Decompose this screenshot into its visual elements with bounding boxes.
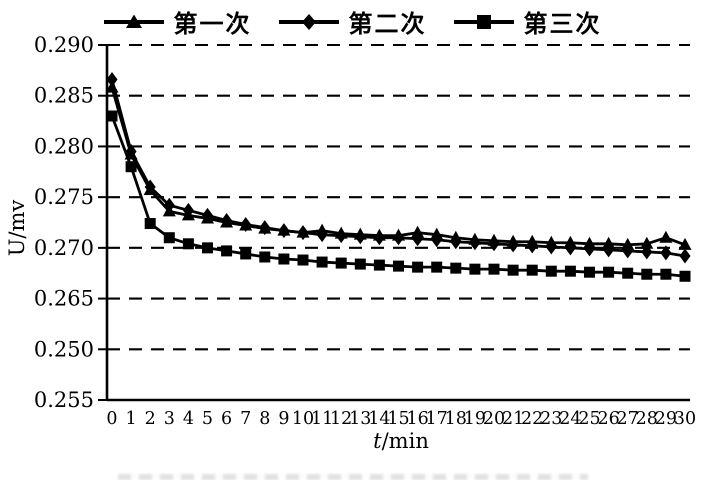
axis-lines	[98, 44, 109, 401]
svg-text:0.280: 0.280	[34, 134, 94, 158]
svg-text:6: 6	[221, 409, 232, 429]
triangle-marker-icon	[103, 14, 164, 28]
svg-text:2: 2	[145, 409, 156, 429]
svg-text:5: 5	[202, 409, 213, 429]
series-3	[106, 110, 691, 282]
legend-label-series-3: 第三次	[523, 9, 602, 38]
svg-text:0.265: 0.265	[34, 287, 94, 311]
x-axis-label-variable: t	[373, 429, 382, 453]
svg-text:9: 9	[278, 409, 289, 429]
svg-text:0.250: 0.250	[34, 337, 94, 361]
svg-text:24: 24	[559, 409, 581, 429]
series-2	[106, 71, 691, 264]
x-axis-label: t/min	[373, 429, 429, 453]
svg-text:28: 28	[636, 409, 658, 429]
x-tick-labels: 0 1 2 3 4 5 6 7 8 9 101112131415161718192021222324…	[106, 409, 696, 429]
legend-item-series-1[interactable]: 第一次	[103, 4, 252, 39]
svg-text:30: 30	[674, 409, 696, 429]
square-marker-icon	[453, 15, 514, 29]
svg-text:3: 3	[164, 409, 175, 429]
series-1	[105, 80, 692, 250]
cropped-caption-remnant	[118, 474, 588, 480]
svg-text:25: 25	[578, 409, 600, 429]
chart-legend: 第一次 第二次 第三次	[0, 4, 704, 39]
svg-text:0.285: 0.285	[34, 84, 94, 108]
svg-text:23: 23	[540, 409, 562, 429]
svg-text:18: 18	[445, 409, 467, 429]
gridlines	[107, 43, 690, 402]
svg-text:0.255: 0.255	[34, 388, 94, 412]
svg-text:4: 4	[183, 409, 194, 429]
svg-text:19: 19	[464, 409, 486, 429]
svg-text:7: 7	[240, 409, 251, 429]
svg-text:0: 0	[106, 409, 117, 429]
svg-text:1: 1	[126, 409, 137, 429]
x-axis-label-unit: /min	[382, 429, 429, 453]
svg-text:12: 12	[330, 409, 352, 429]
svg-text:0.270: 0.270	[34, 236, 94, 260]
svg-text:26: 26	[597, 409, 619, 429]
legend-item-series-2[interactable]: 第二次	[278, 4, 427, 39]
svg-text:14: 14	[368, 409, 390, 429]
svg-text:27: 27	[617, 409, 639, 429]
svg-text:13: 13	[349, 409, 371, 429]
legend-label-series-2: 第二次	[348, 9, 427, 38]
svg-text:17: 17	[426, 409, 448, 429]
y-tick-labels: 0.290 0.285 0.280 0.275 0.270 0.265 0.250 0.255	[34, 33, 94, 412]
svg-text:0.290: 0.290	[34, 33, 94, 57]
svg-text:0.275: 0.275	[34, 185, 94, 209]
svg-text:21: 21	[502, 409, 524, 429]
svg-text:20: 20	[483, 409, 505, 429]
y-axis-label: U/mv	[5, 200, 29, 257]
legend-item-series-3[interactable]: 第三次	[453, 4, 602, 39]
svg-text:15: 15	[387, 409, 409, 429]
svg-text:22: 22	[521, 409, 543, 429]
svg-text:29: 29	[655, 409, 677, 429]
svg-text:10: 10	[292, 409, 314, 429]
svg-text:8: 8	[259, 409, 270, 429]
svg-text:11: 11	[311, 409, 333, 429]
svg-text:16: 16	[406, 409, 428, 429]
series-lines	[105, 71, 692, 282]
legend-label-series-1: 第一次	[173, 9, 252, 38]
diamond-marker-icon	[278, 14, 339, 30]
